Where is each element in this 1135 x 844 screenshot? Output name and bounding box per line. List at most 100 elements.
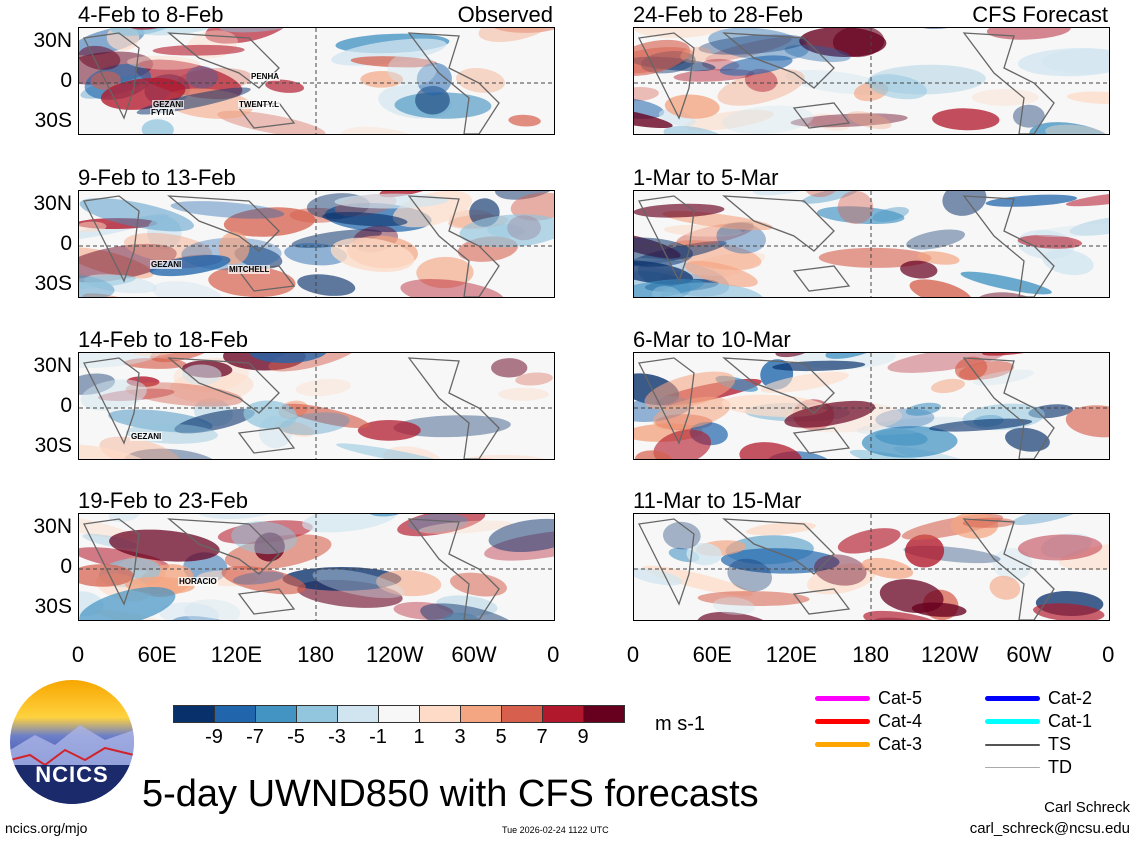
legend-item: Cat-5: [815, 688, 922, 709]
anomaly-blob: [863, 610, 946, 620]
anomaly-blob: [867, 74, 927, 100]
anomaly-blob: [634, 568, 683, 586]
anomaly-blob: [376, 570, 442, 597]
anomaly-blob: [322, 211, 408, 227]
storm-label: TWENTY.L: [238, 100, 280, 109]
anomaly-blob: [697, 591, 810, 606]
colorbar-label: 1: [413, 726, 425, 748]
y-tick-label: 0: [60, 394, 72, 417]
y-tick-label: 30N: [33, 515, 72, 538]
anomaly-blob: [634, 86, 659, 102]
anomaly-blob: [942, 191, 987, 216]
anomaly-blob: [494, 191, 554, 200]
anomaly-blob: [879, 579, 944, 613]
anomaly-blob: [436, 595, 498, 616]
anomaly-blob: [1017, 534, 1103, 561]
x-tick-label: 120W: [366, 642, 424, 667]
anomaly-blob: [108, 514, 141, 523]
anomaly-blob: [861, 557, 914, 579]
anomaly-blob: [1064, 353, 1109, 355]
anomaly-blob: [282, 567, 402, 591]
anomaly-blob: [459, 214, 554, 248]
map-graphic: [79, 353, 554, 459]
anomaly-blob: [1045, 124, 1109, 134]
anomaly-blob: [152, 281, 222, 297]
anomaly-blob: [79, 247, 154, 279]
y-tick-label: 0: [60, 555, 72, 578]
legend-item: Cat-3: [815, 734, 922, 755]
colorbar-swatch: [543, 706, 584, 722]
anomaly-blob: [634, 97, 665, 119]
anomaly-blob: [302, 514, 398, 533]
anomaly-blob: [806, 563, 876, 595]
anomaly-blob: [684, 260, 758, 288]
legend-label: Cat-1: [1048, 711, 1093, 731]
panel-title: 11-Mar to 15-Mar: [633, 488, 802, 513]
timestamp: Tue 2026-02-24 1122 UTC: [502, 825, 609, 835]
anomaly-blob: [861, 426, 958, 458]
anomaly-blob: [221, 565, 306, 595]
continent-outline: [83, 195, 500, 297]
anomaly-blob: [488, 518, 554, 552]
anomaly-blob: [393, 601, 454, 620]
panel-title: 6-Mar to 10-Mar: [633, 327, 791, 352]
anomaly-blob: [123, 448, 221, 459]
legend-line: [985, 696, 1040, 701]
anomaly-blob: [804, 191, 839, 198]
storm-label: PENHA: [250, 72, 281, 81]
anomaly-blob: [887, 353, 1006, 373]
anomaly-blob: [849, 449, 955, 459]
continent-outline: [638, 195, 1055, 297]
anomaly-blob: [400, 279, 505, 297]
legend-item: Cat-2: [985, 688, 1092, 709]
anomaly-blob: [872, 207, 909, 222]
anomaly-blob: [99, 436, 183, 459]
map-graphic: [634, 353, 1109, 459]
anomaly-blob: [147, 216, 182, 250]
anomaly-blob: [818, 247, 932, 268]
anomaly-blob: [971, 88, 1039, 106]
map-graphic: [79, 514, 554, 620]
anomaly-blob: [79, 45, 121, 70]
y-tick-label: 30S: [34, 272, 72, 295]
anomaly-blob: [1042, 249, 1094, 276]
x-tick-label: 180: [852, 642, 889, 667]
map-graphic: [79, 191, 554, 297]
x-tick-label: 60W: [451, 642, 497, 667]
anomaly-blob: [680, 46, 712, 64]
x-tick-label: 180: [297, 642, 334, 667]
anomaly-blob: [1040, 533, 1092, 559]
anomaly-blob: [960, 271, 1052, 295]
y-tick-label: 30N: [33, 29, 72, 52]
x-tick-label: 60W: [1006, 642, 1052, 667]
anomaly-blob: [683, 109, 774, 131]
anomaly-blob: [652, 285, 683, 297]
colorbar-label: 3: [454, 726, 466, 748]
anomaly-blob: [456, 68, 505, 93]
anomaly-blob: [379, 191, 445, 198]
anomaly-blob: [123, 357, 187, 369]
anomaly-blob: [135, 28, 237, 36]
anomaly-blob: [79, 514, 139, 540]
anomaly-blob: [170, 201, 285, 219]
anomaly-blob: [929, 418, 1033, 432]
storm-label: MITCHELL: [228, 265, 271, 274]
anomaly-blob: [79, 444, 165, 459]
anomaly-blob: [150, 353, 215, 363]
anomaly-blob: [218, 231, 250, 265]
legend-label: Cat-2: [1048, 688, 1093, 708]
email: carl_schreck@ncsu.edu: [969, 820, 1130, 837]
legend-line: [815, 742, 870, 747]
legend-item: TD: [985, 757, 1072, 778]
legend-label: TD: [1048, 757, 1072, 777]
anomaly-blob: [491, 358, 528, 378]
anomaly-blob: [712, 597, 755, 615]
anomaly-blob: [217, 110, 326, 134]
anomaly-blob: [720, 548, 840, 574]
anomaly-blob: [867, 64, 986, 95]
anomaly-blob: [775, 353, 811, 358]
anomaly-blob: [336, 443, 453, 459]
anomaly-blob: [1012, 514, 1084, 526]
anomaly-blob: [478, 28, 554, 42]
